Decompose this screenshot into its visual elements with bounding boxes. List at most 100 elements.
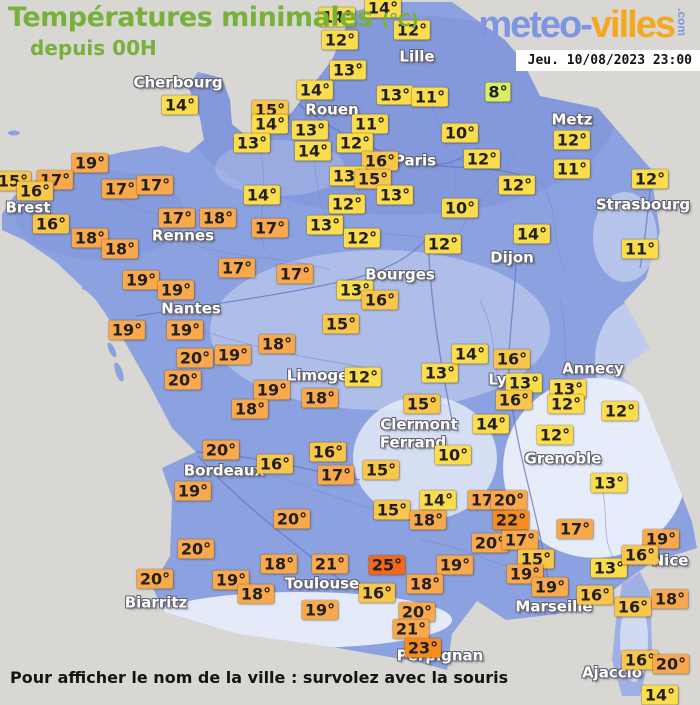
temp-label[interactable]: 20°: [177, 539, 215, 559]
temp-label[interactable]: 20°: [471, 533, 509, 553]
temp-label[interactable]: 19°: [253, 380, 291, 400]
temp-label[interactable]: 17°: [317, 465, 355, 485]
temp-label[interactable]: 16°: [495, 390, 533, 410]
temp-label[interactable]: 12°: [393, 20, 431, 40]
temp-label[interactable]: 19°: [108, 320, 146, 340]
temp-label[interactable]: 20°: [136, 569, 174, 589]
temp-label[interactable]: 12°: [344, 367, 382, 387]
temp-label[interactable]: 12°: [601, 401, 639, 421]
temp-label[interactable]: 14°: [294, 141, 332, 161]
temp-label[interactable]: 16°: [16, 181, 54, 201]
temp-label[interactable]: 13°: [291, 120, 329, 140]
temp-label[interactable]: 10°: [441, 123, 479, 143]
temp-label[interactable]: 16°: [576, 585, 614, 605]
temp-label[interactable]: 22°: [492, 510, 530, 530]
temp-label[interactable]: 10°: [434, 445, 472, 465]
temp-label[interactable]: 13°: [306, 215, 344, 235]
temp-label[interactable]: 12°: [328, 194, 366, 214]
temp-label[interactable]: 17°: [101, 179, 139, 199]
temp-label[interactable]: 16°: [309, 442, 347, 462]
temp-label[interactable]: 19°: [301, 600, 339, 620]
temp-label[interactable]: 18°: [258, 334, 296, 354]
temp-label[interactable]: 14°: [513, 224, 551, 244]
temp-label[interactable]: 14°: [161, 95, 199, 115]
temp-label[interactable]: 18°: [651, 589, 689, 609]
temp-label[interactable]: 20°: [273, 509, 311, 529]
temp-label[interactable]: 18°: [101, 239, 139, 259]
temp-label[interactable]: 17°: [218, 258, 256, 278]
temp-label[interactable]: 13°: [421, 363, 459, 383]
temp-label[interactable]: 18°: [406, 574, 444, 594]
temp-label[interactable]: 19°: [436, 555, 474, 575]
temp-label[interactable]: 19°: [174, 481, 212, 501]
temp-label[interactable]: 17°: [136, 175, 174, 195]
temp-label[interactable]: 16°: [621, 545, 659, 565]
temp-label[interactable]: 16°: [361, 151, 399, 171]
temp-label[interactable]: 11°: [553, 159, 591, 179]
temp-label[interactable]: 16°: [614, 597, 652, 617]
temp-label[interactable]: 25°: [368, 555, 406, 575]
temp-label[interactable]: 16°: [256, 454, 294, 474]
temp-label[interactable]: 19°: [122, 270, 160, 290]
temp-label[interactable]: 17°: [276, 264, 314, 284]
temp-label[interactable]: 8°: [485, 82, 511, 102]
temp-label[interactable]: 14°: [296, 80, 334, 100]
temp-label[interactable]: 14°: [419, 490, 457, 510]
temp-label[interactable]: 13°: [329, 60, 367, 80]
temp-label[interactable]: 14°: [451, 344, 489, 364]
temp-label[interactable]: 18°: [301, 388, 339, 408]
temp-label[interactable]: 16°: [493, 349, 531, 369]
temp-label[interactable]: 18°: [237, 584, 275, 604]
meteo-villes-logo[interactable]: meteo-villes .com: [478, 6, 689, 44]
temp-label[interactable]: 18°: [199, 208, 237, 228]
temp-label[interactable]: 13°: [590, 473, 628, 493]
temp-label[interactable]: 12°: [424, 234, 462, 254]
temp-label[interactable]: 15°: [322, 314, 360, 334]
temp-label[interactable]: 18°: [260, 554, 298, 574]
temp-label[interactable]: 12°: [631, 169, 669, 189]
temp-label[interactable]: 17°: [251, 218, 289, 238]
temp-label[interactable]: 17°: [556, 519, 594, 539]
temp-label[interactable]: 12°: [553, 130, 591, 150]
temp-label[interactable]: 15°: [354, 169, 392, 189]
temp-label[interactable]: 20°: [652, 654, 690, 674]
temp-label[interactable]: 16°: [361, 290, 399, 310]
temp-label[interactable]: 13°: [505, 373, 543, 393]
temp-label[interactable]: 12°: [343, 228, 381, 248]
temp-label[interactable]: 20°: [490, 490, 528, 510]
temp-label[interactable]: 13°: [233, 133, 271, 153]
temp-label[interactable]: 21°: [392, 619, 430, 639]
temp-label[interactable]: 19°: [71, 153, 109, 173]
temp-label[interactable]: 20°: [176, 348, 214, 368]
temp-label[interactable]: 12°: [498, 175, 536, 195]
temp-label[interactable]: 18°: [71, 228, 109, 248]
temp-label[interactable]: 15°: [373, 500, 411, 520]
temp-label[interactable]: 14°: [472, 414, 510, 434]
temp-label[interactable]: 13°: [376, 85, 414, 105]
temp-label[interactable]: 12°: [463, 149, 501, 169]
temp-label[interactable]: 12°: [336, 133, 374, 153]
temp-label[interactable]: 12°: [547, 394, 585, 414]
temp-label[interactable]: 11°: [351, 114, 389, 134]
temp-label[interactable]: 19°: [214, 345, 252, 365]
temp-label[interactable]: 14°: [243, 185, 281, 205]
temp-label[interactable]: 19°: [642, 529, 680, 549]
temp-label[interactable]: 16°: [358, 583, 396, 603]
temp-label[interactable]: 14°: [641, 685, 679, 705]
temp-label[interactable]: 18°: [409, 510, 447, 530]
temp-label[interactable]: 14°: [364, 0, 402, 18]
temp-label[interactable]: 23°: [404, 638, 442, 658]
temp-label[interactable]: 16°: [32, 214, 70, 234]
temp-label[interactable]: 14°: [251, 114, 289, 134]
temp-label[interactable]: 15°: [403, 394, 441, 414]
temp-label[interactable]: 11°: [411, 87, 449, 107]
temp-label[interactable]: 19°: [157, 280, 195, 300]
temp-label[interactable]: 13°: [590, 558, 628, 578]
temp-label[interactable]: 20°: [202, 440, 240, 460]
temp-label[interactable]: 20°: [164, 370, 202, 390]
temp-label[interactable]: 14°: [318, 7, 356, 27]
temp-label[interactable]: 16°: [621, 650, 659, 670]
temp-label[interactable]: 13°: [376, 185, 414, 205]
temp-label[interactable]: 17°: [158, 208, 196, 228]
